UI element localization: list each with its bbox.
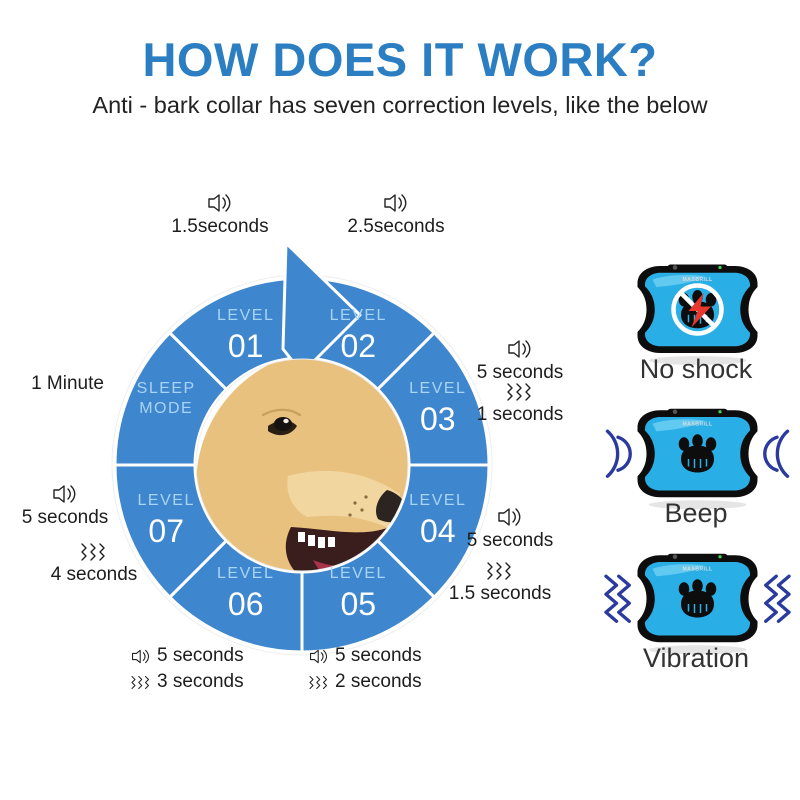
svg-text:01: 01 (228, 328, 264, 364)
svg-text:LEVEL: LEVEL (330, 565, 387, 582)
svg-text:SLEEP: SLEEP (137, 380, 196, 397)
svg-text:Vibration: Vibration (643, 643, 749, 673)
svg-text:LEVEL: LEVEL (138, 492, 195, 509)
svg-text:No shock: No shock (640, 354, 753, 384)
svg-text:07: 07 (148, 513, 184, 549)
svg-text:LEVEL: LEVEL (409, 380, 466, 397)
svg-text:05: 05 (341, 586, 377, 622)
svg-text:04: 04 (420, 513, 456, 549)
svg-text:Beep: Beep (664, 498, 727, 528)
svg-text:03: 03 (420, 401, 456, 437)
svg-text:LEVEL: LEVEL (330, 307, 387, 324)
svg-text:02: 02 (341, 328, 377, 364)
svg-text:LEVEL: LEVEL (217, 565, 274, 582)
svg-text:MODE: MODE (139, 400, 193, 417)
svg-text:06: 06 (228, 586, 264, 622)
svg-text:LEVEL: LEVEL (217, 307, 274, 324)
